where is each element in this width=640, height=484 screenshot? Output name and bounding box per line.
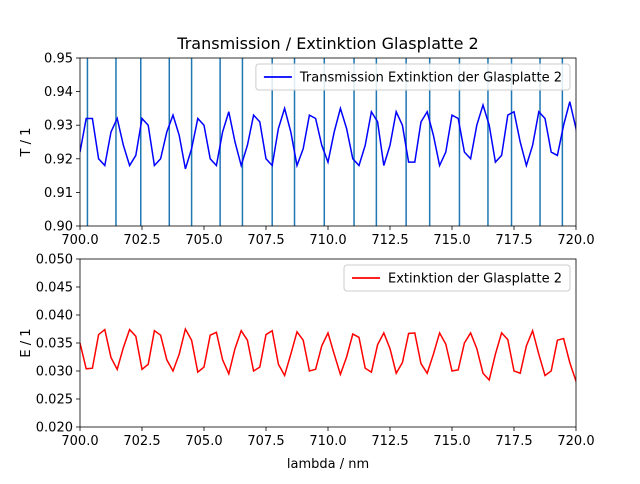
x-tick-label: 712.5 [371,233,408,248]
x-tick-label: 705.0 [185,434,222,449]
y-tick-label: 0.93 [44,119,73,134]
x-tick-label: 707.5 [247,434,284,449]
y-tick-label: 0.95 [44,52,73,67]
legend: Extinktion der Glasplatte 2 [343,264,571,292]
x-tick-label: 710.0 [309,233,346,248]
y-tick-label: 0.90 [44,220,73,235]
y-tick-label: 0.020 [36,421,73,436]
legend-box [343,264,571,292]
y-tick-label: 0.92 [44,152,73,167]
x-tick-label: 712.5 [371,434,408,449]
x-tick-label: 720.0 [557,434,594,449]
legend-box [255,63,571,91]
x-tick-label: 717.5 [495,434,532,449]
legend: Transmission Extinktion der Glasplatte 2 [255,63,571,91]
y-tick-label: 0.94 [44,85,73,100]
x-tick-label: 707.5 [247,233,284,248]
x-axis-label: lambda / nm [287,457,369,472]
y-axis-label: E / 1 [19,328,34,357]
x-tick-label: 710.0 [309,434,346,449]
y-tick-label: 0.025 [36,393,73,408]
chart-title: Transmission / Extinktion Glasplatte 2 [176,34,478,53]
y-tick-label: 0.040 [36,309,73,324]
y-tick-label: 0.030 [36,365,73,380]
y-tick-label: 0.91 [44,186,73,201]
series-line [80,101,576,170]
x-tick-label: 702.5 [123,233,160,248]
y-tick-label: 0.045 [36,281,73,296]
x-tick-label: 715.0 [433,233,470,248]
x-tick-label: 700.0 [61,434,98,449]
plot-transmission: 700.0 702.5 705.0 707.5 710.0 712.5 715.0 717.5… [19,34,595,248]
x-tick-label: 715.0 [433,434,470,449]
x-tick-label: 717.5 [495,233,532,248]
x-tick-label: 700.0 [61,233,98,248]
legend-label: Transmission Extinktion der Glasplatte 2 [299,71,562,86]
legend-label: Extinktion der Glasplatte 2 [388,272,562,287]
x-tick-label: 702.5 [123,434,160,449]
x-tick-label: 705.0 [185,233,222,248]
series-line [80,326,576,384]
x-tick-label: 720.0 [557,233,594,248]
y-tick-label: 0.035 [36,337,73,352]
plot-extinction: 700.0 702.5 705.0 707.5 710.0 712.5 715.0 717.5… [19,253,595,473]
y-tick-label: 0.050 [36,253,73,268]
y-axis-label: T / 1 [19,128,34,158]
